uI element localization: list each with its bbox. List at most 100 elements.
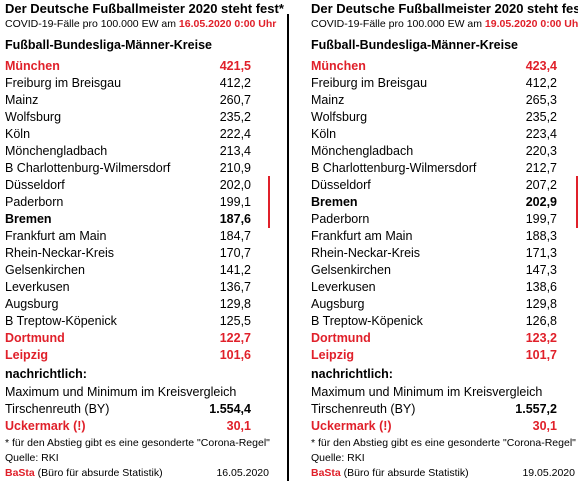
district-value: 101,7	[525, 348, 557, 362]
max-name: Tirschenreuth (BY)	[5, 402, 110, 416]
district-value: 412,2	[219, 76, 251, 90]
note-text: Maximum und Minimum im Kreisvergleich	[311, 385, 543, 399]
district-name: Frankfurt am Main	[5, 229, 107, 243]
date: 19.05.2020	[522, 467, 575, 479]
district-name: Dortmund	[311, 331, 371, 345]
max-name: Tirschenreuth (BY)	[311, 402, 416, 416]
brand-text: (Büro für absurde Statistik)	[340, 467, 469, 479]
district-name: München	[5, 59, 60, 73]
district-value: 123,2	[525, 331, 557, 345]
district-name: B Treptow-Köpenick	[5, 314, 117, 328]
district-name: Frankfurt am Main	[311, 229, 413, 243]
district-value: 207,2	[525, 178, 557, 192]
divider	[287, 14, 289, 481]
district-name: Rhein-Neckar-Kreis	[5, 246, 115, 260]
district-value: 260,7	[219, 93, 251, 107]
min-value: 30,1	[226, 419, 251, 433]
district-name: Dortmund	[5, 331, 65, 345]
district-name: Mainz	[311, 93, 345, 107]
district-name: Düsseldorf	[311, 178, 371, 192]
district-name: Mönchengladbach	[311, 144, 414, 158]
district-value: 220,3	[525, 144, 557, 158]
district-value: 188,3	[525, 229, 557, 243]
district-value: 235,2	[525, 110, 557, 124]
district-name: Leverkusen	[311, 280, 376, 294]
subtitle-text: COVID-19-Fälle pro 100.000 EW am	[311, 18, 485, 30]
district-name: Bremen	[5, 212, 52, 226]
section-header: Fußball-Bundesliga-Männer-Kreise	[311, 38, 518, 52]
district-value: 126,8	[525, 314, 557, 328]
max-value: 1.554,4	[209, 402, 251, 416]
district-name: Paderborn	[311, 212, 370, 226]
district-value: 235,2	[219, 110, 251, 124]
district-value: 136,7	[219, 280, 251, 294]
note-text: Maximum und Minimum im Kreisvergleich	[5, 385, 237, 399]
subtitle: COVID-19-Fälle pro 100.000 EW am 19.05.2…	[311, 16, 578, 33]
district-name: Mainz	[5, 93, 39, 107]
district-name: Köln	[5, 127, 31, 141]
district-name: Gelsenkirchen	[5, 263, 85, 277]
brand-line: BaSta (Büro für absurde Statistik)	[311, 465, 469, 481]
subtitle: COVID-19-Fälle pro 100.000 EW am 16.05.2…	[5, 16, 276, 33]
district-value: 138,6	[525, 280, 557, 294]
district-name: Düsseldorf	[5, 178, 65, 192]
district-name: Freiburg im Breisgau	[5, 76, 122, 90]
max-value: 1.557,2	[515, 402, 557, 416]
district-name: Wolfsburg	[5, 110, 62, 124]
relegation-marker	[576, 176, 578, 228]
district-value: 170,7	[219, 246, 251, 260]
title: Der Deutsche Fußballmeister 2020 steht f…	[5, 1, 284, 16]
min-name: Uckermark (!)	[5, 419, 86, 433]
subtitle-text: COVID-19-Fälle pro 100.000 EW am	[5, 18, 179, 30]
district-name: B Charlottenburg-Wilmersdorf	[311, 161, 477, 175]
district-name: B Charlottenburg-Wilmersdorf	[5, 161, 171, 175]
date: 16.05.2020	[216, 467, 269, 479]
footnote: * für den Abstieg gibt es eine gesondert…	[5, 437, 270, 449]
district-value: 122,7	[219, 331, 251, 345]
subtitle-date: 19.05.2020 0:00 Uhr	[484, 18, 578, 30]
subtitle-date: 16.05.2020 0:00 Uhr	[178, 18, 277, 30]
district-name: Freiburg im Breisgau	[311, 76, 428, 90]
brand: BaSta	[5, 467, 35, 479]
district-name: Leipzig	[311, 348, 355, 362]
district-value: 210,9	[219, 161, 251, 175]
district-value: 421,5	[219, 59, 251, 73]
min-name: Uckermark (!)	[311, 419, 392, 433]
district-name: Köln	[311, 127, 337, 141]
district-value: 141,2	[219, 263, 251, 277]
district-name: B Treptow-Köpenick	[311, 314, 423, 328]
district-value: 265,3	[525, 93, 557, 107]
district-value: 202,9	[525, 195, 557, 209]
note-header: nachrichtlich:	[5, 367, 87, 381]
district-name: Augsburg	[5, 297, 59, 311]
panel: Der Deutsche Fußballmeister 2020 steht f…	[311, 0, 578, 481]
district-value: 129,8	[219, 297, 251, 311]
district-name: Augsburg	[311, 297, 365, 311]
district-name: Leverkusen	[5, 280, 70, 294]
min-value: 30,1	[532, 419, 557, 433]
district-value: 223,4	[525, 127, 557, 141]
district-value: 101,6	[219, 348, 251, 362]
district-value: 187,6	[219, 212, 251, 226]
district-value: 147,3	[525, 263, 557, 277]
district-name: Gelsenkirchen	[311, 263, 391, 277]
section-header: Fußball-Bundesliga-Männer-Kreise	[5, 38, 212, 52]
brand: BaSta	[311, 467, 341, 479]
relegation-marker	[268, 176, 270, 228]
brand-text: (Büro für absurde Statistik)	[34, 467, 163, 479]
district-value: 423,4	[525, 59, 557, 73]
district-name: Wolfsburg	[311, 110, 368, 124]
district-value: 202,0	[219, 178, 251, 192]
district-name: Paderborn	[5, 195, 64, 209]
district-value: 184,7	[219, 229, 251, 243]
district-name: Leipzig	[5, 348, 49, 362]
district-value: 213,4	[219, 144, 251, 158]
source: Quelle: RKI	[5, 452, 59, 464]
district-value: 412,2	[525, 76, 557, 90]
district-name: Rhein-Neckar-Kreis	[311, 246, 421, 260]
district-name: München	[311, 59, 366, 73]
district-value: 222,4	[219, 127, 251, 141]
source: Quelle: RKI	[311, 452, 365, 464]
panel: Der Deutsche Fußballmeister 2020 steht f…	[5, 0, 284, 481]
